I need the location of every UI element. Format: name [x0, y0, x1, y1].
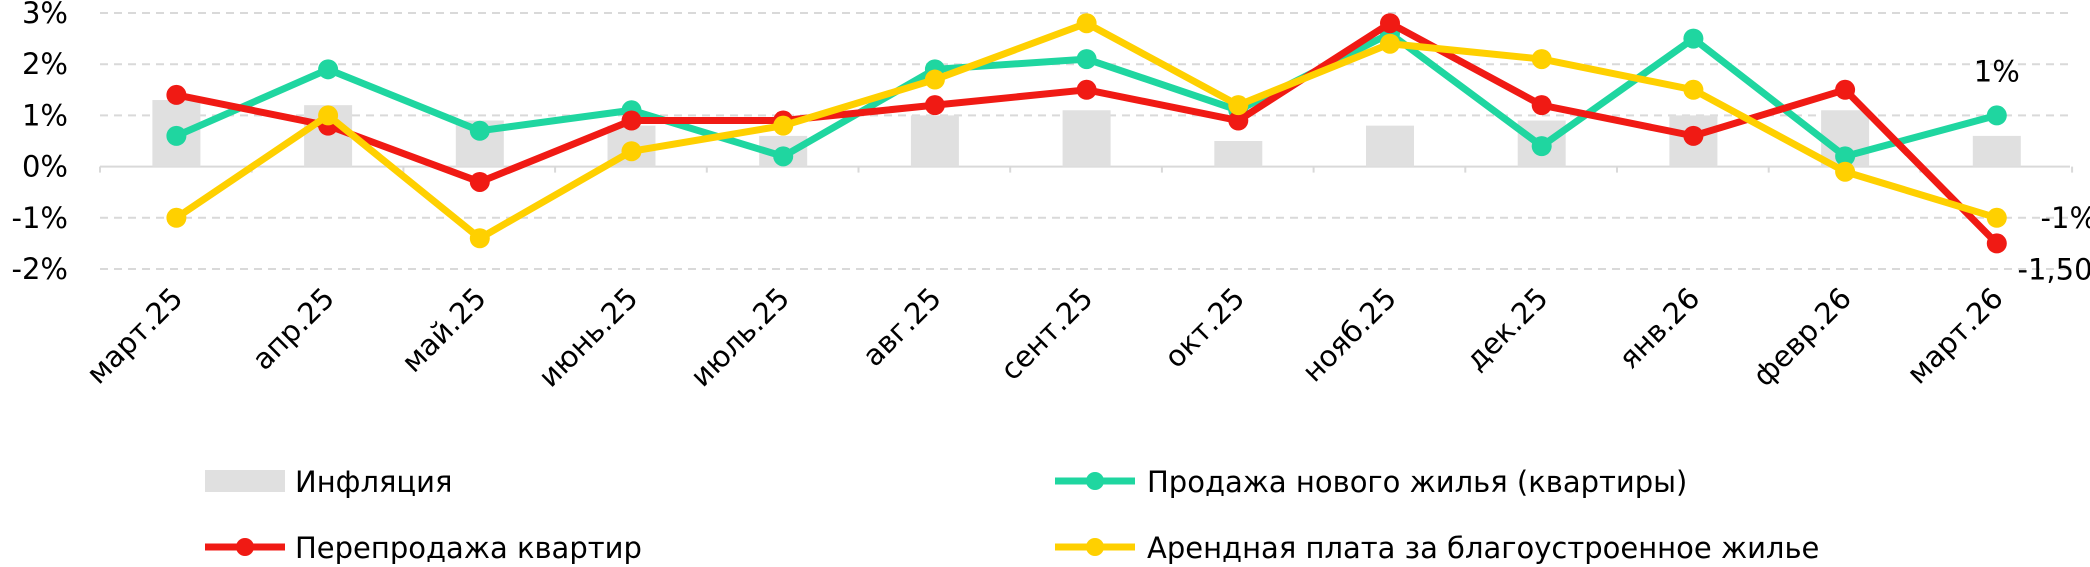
data-point-rent	[318, 105, 339, 126]
x-tick-label: янв.26	[1612, 281, 1706, 375]
inflation-bars	[152, 100, 2021, 167]
x-tick-label: март.26	[1900, 281, 2010, 391]
legend-label-resale: Перепродажа квартир	[295, 531, 642, 565]
data-point-rent	[1531, 49, 1552, 70]
data-point-new-housing	[1531, 136, 1552, 157]
x-axis: март.25 апр.25 май.25 июнь.25 июль.25 авг.25 с…	[80, 281, 2010, 394]
data-point-rent	[1835, 161, 1856, 182]
x-tick-label: июль.25	[684, 281, 796, 393]
data-point-resale	[1228, 110, 1249, 131]
data-point-rent	[773, 115, 794, 136]
y-tick-label: -1%	[12, 201, 68, 235]
data-point-rent	[1228, 95, 1249, 116]
data-point-new-housing	[318, 59, 339, 80]
end-data-label: 1%	[1974, 54, 2020, 88]
series-rent	[166, 13, 2007, 249]
x-tick-label: сент.25	[994, 281, 1100, 387]
x-tick-label: июнь.25	[532, 281, 645, 394]
y-tick-label: 2%	[22, 47, 68, 81]
legend-label-inflation: Инфляция	[295, 465, 452, 499]
x-tick-label: март.25	[80, 281, 190, 391]
x-tick-label: февр.26	[1746, 281, 1858, 393]
data-point-rent	[1683, 79, 1704, 100]
x-tick-label: нояб.25	[1295, 281, 1403, 389]
legend-item-resale: Перепродажа квартир	[205, 531, 642, 565]
y-tick-label: 3%	[22, 0, 68, 30]
x-tick-label: дек.25	[1459, 281, 1555, 377]
data-point-rent	[1076, 13, 1097, 34]
legend: Инфляция Продажа нового жилья (квартиры)…	[205, 465, 1819, 565]
data-point-resale	[1380, 13, 1400, 34]
data-point-resale	[924, 95, 945, 116]
x-tick-label: май.25	[395, 281, 493, 379]
data-point-new-housing	[1076, 49, 1097, 70]
series-lines	[166, 13, 2007, 254]
end-data-label: -1%	[2041, 201, 2090, 235]
data-point-new-housing	[166, 125, 187, 146]
inflation-bar	[1366, 125, 1414, 167]
data-point-rent	[1380, 33, 1400, 54]
legend-item-rent: Арендная плата за благоустроенное жилье	[1055, 531, 1819, 565]
y-tick-label: -2%	[12, 252, 68, 286]
data-point-resale	[1986, 233, 2007, 254]
data-point-resale	[166, 84, 187, 105]
legend-label-rent: Арендная плата за благоустроенное жилье	[1147, 531, 1819, 565]
data-point-new-housing	[469, 120, 490, 141]
inflation-bar	[910, 115, 959, 167]
data-point-new-housing	[773, 146, 794, 167]
y-tick-label: 1%	[22, 98, 68, 132]
inflation-bar	[1214, 141, 1263, 167]
series-resale	[166, 13, 2007, 254]
data-point-resale	[1683, 125, 1704, 146]
inflation-bar	[1062, 110, 1111, 167]
end-data-label: -1,50%	[2018, 252, 2090, 286]
y-axis: 3% 2% 1% 0% -1% -2%	[12, 0, 68, 286]
x-tick-label: апр.25	[245, 281, 341, 377]
data-point-rent	[924, 69, 945, 90]
legend-swatch-inflation	[205, 470, 285, 492]
x-tick-label: авг.25	[856, 281, 948, 373]
legend-label-new-housing: Продажа нового жилья (квартиры)	[1147, 465, 1687, 499]
data-point-resale	[621, 110, 642, 131]
y-tick-label: 0%	[22, 150, 68, 184]
end-labels: 1% -1% -1,50%	[1974, 54, 2090, 286]
legend-marker-rent	[1086, 538, 1104, 556]
data-point-rent	[166, 207, 187, 228]
data-point-rent	[469, 228, 490, 249]
data-point-new-housing	[1986, 105, 2007, 126]
legend-marker-resale	[236, 538, 254, 556]
data-point-new-housing	[1683, 28, 1704, 49]
inflation-bar	[1972, 135, 2021, 167]
data-point-resale	[1531, 95, 1552, 116]
data-point-rent	[621, 141, 642, 162]
legend-item-new-housing: Продажа нового жилья (квартиры)	[1055, 465, 1687, 499]
data-point-rent	[1986, 207, 2007, 228]
x-tick-label: окт.25	[1158, 281, 1252, 375]
data-point-new-housing	[1835, 146, 1856, 167]
legend-item-inflation: Инфляция	[205, 465, 452, 499]
data-point-resale	[469, 171, 490, 192]
data-point-resale	[1076, 79, 1097, 100]
data-point-resale	[1835, 79, 1856, 100]
legend-marker-new-housing	[1086, 472, 1104, 490]
